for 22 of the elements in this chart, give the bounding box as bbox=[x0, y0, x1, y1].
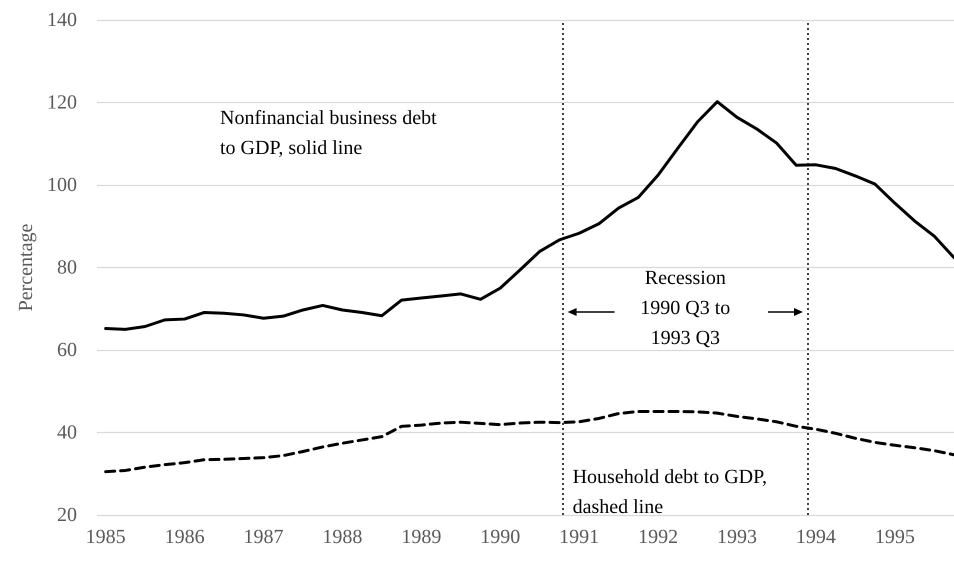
y-tick-label: 20 bbox=[57, 504, 77, 526]
x-tick-label: 1993 bbox=[716, 526, 757, 548]
annotation: Recession 1990 Q3 to 1993 Q3 bbox=[640, 267, 730, 349]
y-tick-label: 40 bbox=[57, 422, 77, 444]
annotation: Nonfinancial business debt to GDP, solid line bbox=[220, 107, 438, 159]
x-tick-label: 1989 bbox=[401, 526, 442, 548]
y-tick-label: 120 bbox=[47, 92, 77, 114]
y-tick-label: 60 bbox=[57, 339, 77, 361]
y-tick-label: 100 bbox=[47, 174, 77, 196]
y-tick-label: 80 bbox=[57, 256, 77, 278]
x-tick-label: 1990 bbox=[480, 526, 520, 548]
x-tick-label: 1988 bbox=[322, 526, 362, 548]
annotation: Household debt to GDP, dashed line bbox=[572, 466, 768, 518]
y-tick-label: 140 bbox=[47, 9, 77, 31]
x-tick-label: 1991 bbox=[559, 526, 600, 548]
x-tick-label: 1995 bbox=[874, 526, 915, 548]
x-tick-label: 1994 bbox=[796, 526, 836, 548]
x-tick-label: 1992 bbox=[638, 526, 678, 548]
x-tick-label: 1987 bbox=[244, 526, 284, 548]
y-axis-title: Percentage bbox=[15, 224, 38, 312]
x-tick-label: 1985 bbox=[86, 526, 126, 548]
x-tick-label: 1986 bbox=[164, 526, 205, 548]
